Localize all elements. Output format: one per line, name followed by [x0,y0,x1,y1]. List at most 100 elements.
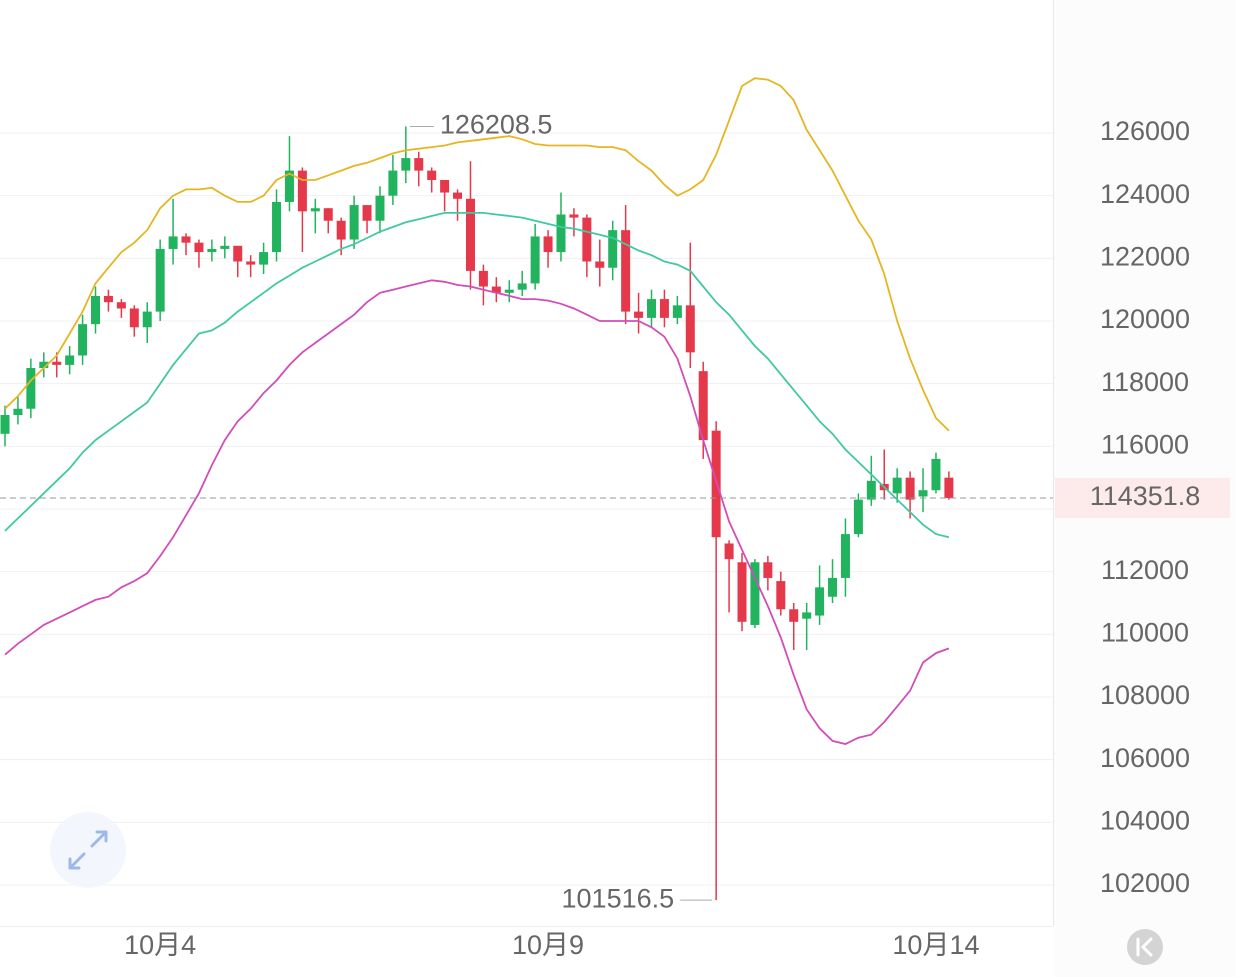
x-tick-label: 10月4 [124,930,196,960]
candle-body [39,361,49,369]
candle-body [323,208,333,221]
y-tick-label: 108000 [1100,680,1190,710]
candle-body [427,170,437,181]
candle-body [931,458,941,491]
candle-body [634,311,644,318]
candle-body [259,252,269,265]
candle-body [672,305,682,318]
candle-body [465,198,475,271]
x-tick-label: 10月14 [892,930,979,960]
candle-body [866,480,876,500]
candle-body [608,230,618,268]
expand-button[interactable] [50,812,126,888]
last-price-box [1055,477,1230,518]
candle-body [853,499,863,535]
candle-body [659,299,669,318]
candle-body [724,543,734,560]
candle-body [685,305,695,353]
candle-body [698,371,708,441]
candle-body [569,214,579,218]
candle-body [388,170,398,196]
candle-body [517,283,527,290]
candle-body [181,236,191,243]
x-tick-label: 10月9 [512,930,584,960]
candle-body [530,236,540,284]
candle-body [711,430,721,538]
y-tick-label: 124000 [1100,179,1190,209]
candle-body [789,609,799,622]
candle-body [944,477,954,498]
candle-body [647,299,656,318]
candle-body [401,158,411,171]
candle-body [440,180,450,193]
candle-body [504,289,514,293]
candle-body [737,562,747,622]
plot-area [0,77,954,901]
y-tick-label: 120000 [1100,304,1190,334]
reset-button[interactable] [1127,929,1163,965]
candle-body [78,324,88,356]
reset-icon [1136,937,1153,957]
candle-body [375,195,385,221]
candle-body [750,562,760,625]
candle-body [453,192,463,199]
min-label: 101516.5 [562,883,675,913]
y-tick-label: 126000 [1100,116,1190,146]
band-line [4,279,950,745]
candle-body [905,477,915,500]
candle-body [776,581,786,610]
candle-body [828,577,838,597]
candle-body [65,355,75,365]
candle-body [272,201,282,253]
candle-body [142,311,152,328]
candle-body [491,286,501,293]
candle-body [168,236,178,249]
band-line [4,77,950,432]
candle-body [207,248,217,253]
candle-body [284,170,294,202]
candle-body [310,208,320,212]
y-tick-label: 116000 [1101,429,1189,459]
y-tick-label: 112000 [1101,555,1189,585]
max-label: 126208.5 [440,110,553,140]
candle-body [246,261,256,265]
candle-body [155,248,165,312]
y-tick-label: 110000 [1101,617,1189,647]
candle-body [52,361,62,365]
candle-body [595,261,605,268]
candle-body [103,295,113,303]
candle-body [892,477,902,494]
candle-body [414,158,424,171]
last-price-label: 114351.8 [1090,481,1201,511]
y-tick-label: 122000 [1100,241,1190,271]
candle-body [556,214,566,253]
candle-body [362,205,372,221]
candle-body [233,245,243,262]
candle-body [582,217,592,262]
y-tick-label: 102000 [1100,868,1190,898]
candle-body [543,236,553,253]
candle-body [26,368,36,409]
candle-body [802,612,812,619]
overlay: 126208.5 101516.5 114351.8 [0,110,1230,913]
y-tick-label: 118000 [1101,367,1189,397]
candle-body [918,490,928,497]
candle-body [194,242,204,253]
candle-body [478,270,488,287]
band-line [4,212,950,539]
candle-body [129,308,139,328]
y-tick-label: 106000 [1100,743,1190,773]
candle-body [349,205,359,240]
y-tick-label: 104000 [1100,805,1190,835]
expand-button-bg[interactable] [50,812,126,888]
candle-body [763,562,773,578]
candle-body [297,170,307,212]
candle-body [116,302,126,309]
candle-body [336,220,346,240]
candle-body [815,587,825,616]
candle-body [621,230,631,312]
candle-body [840,534,850,578]
expand-icon [68,830,108,870]
